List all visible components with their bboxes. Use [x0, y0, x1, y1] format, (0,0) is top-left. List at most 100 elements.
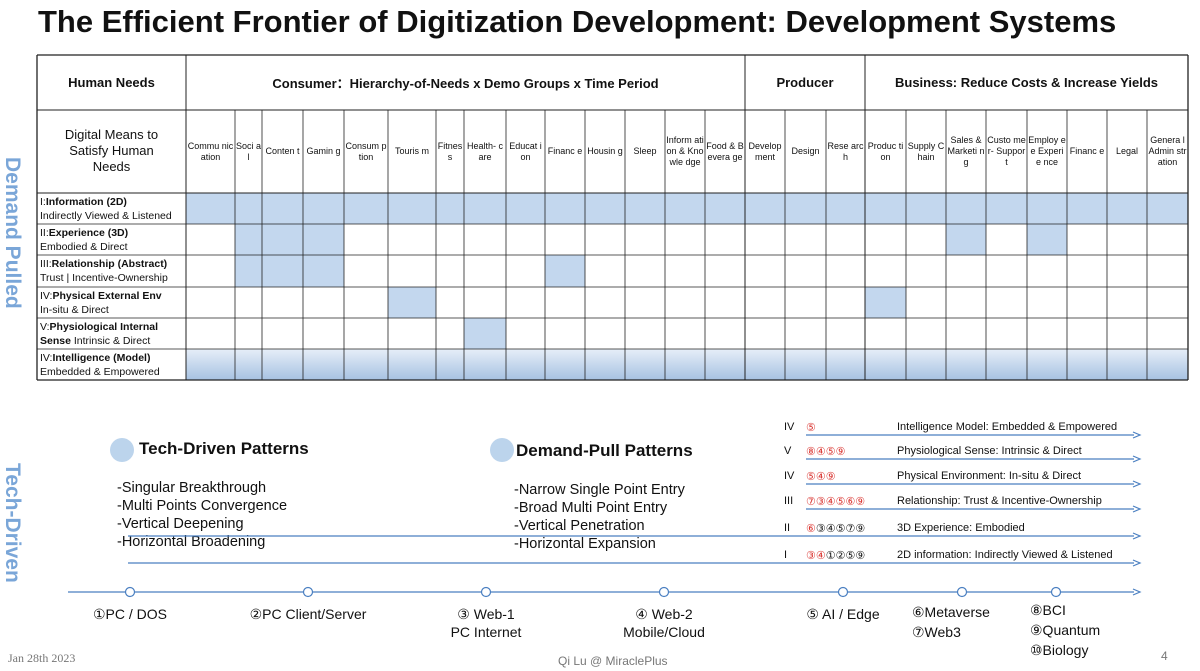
highlight-cell [865, 193, 906, 224]
highlight-cell [262, 349, 303, 380]
timeline-stage: ⑥Metaverse ⑦Web3 [912, 602, 990, 642]
row-label: IV:Intelligence (Model) Embedded & Empowe… [37, 349, 186, 380]
stage-markers: ③④①②⑤⑨ [806, 549, 865, 562]
header-consumer: Consumer：Hierarchy-of-Needs x Demo Group… [272, 76, 659, 91]
stage-markers: ⑧④⑤⑨ [806, 445, 845, 458]
row-subtitle: Trust | Incentive-Ownership [40, 272, 168, 284]
row-title: Experience (3D) [48, 226, 129, 239]
highlight-cell [303, 193, 344, 224]
highlight-cell [906, 349, 946, 380]
column-header: Design [791, 146, 820, 156]
column-header: Rese arch [827, 140, 864, 162]
list-item: -Multi Points Convergence [117, 498, 288, 514]
arrow-head [1132, 588, 1142, 596]
highlight-cell [1107, 193, 1147, 224]
highlight-cell [1067, 193, 1107, 224]
column-header: Develop ment [748, 140, 782, 162]
list-item: -Vertical Penetration [514, 518, 645, 534]
highlight-cell [585, 193, 625, 224]
column-header: Food & Bevera ge [706, 140, 744, 162]
highlight-cell [946, 349, 986, 380]
highlight-cell [946, 193, 986, 224]
highlight-cell [262, 224, 303, 255]
highlight-cell [545, 255, 585, 287]
list-item: -Broad Multi Point Entry [514, 500, 668, 516]
arrow-head [1132, 455, 1142, 463]
highlight-cell [303, 255, 344, 287]
highlight-cell [705, 193, 745, 224]
row-prefix: IV: [40, 351, 53, 364]
highlight-cell [388, 349, 436, 380]
level-description: 3D Experience: Embodied [897, 522, 1025, 534]
column-header: Financ e [547, 146, 583, 156]
timeline-stage-label: ②PC Client/Server [249, 606, 367, 622]
timeline-stage-label: ⑩Biology [1030, 642, 1089, 658]
demand-patterns-list: -Narrow Single Point Entry -Broad Multi … [514, 481, 685, 553]
highlight-cell [745, 349, 785, 380]
highlight-cell [585, 349, 625, 380]
highlight-cell [344, 193, 388, 224]
level-description: Intelligence Model: Embedded & Empowered [897, 421, 1118, 433]
timeline-stage-label: ①PC / DOS [92, 606, 168, 622]
column-header: Sleep [633, 146, 657, 156]
column-header: Touris m [394, 146, 429, 156]
highlight-cell [745, 193, 785, 224]
tech-patterns-title: Tech-Driven Patterns [139, 439, 309, 458]
highlight-cell [506, 349, 545, 380]
needs-matrix-table: Human Needs Consumer：Hierarchy-of-Needs … [36, 54, 1189, 381]
highlight-cell [665, 193, 705, 224]
timeline-stage: ②PC Client/Server [250, 605, 367, 623]
timeline-stage: ①PC / DOS [93, 605, 167, 623]
timeline-stage: ⑧BCI ⑨Quantum ⑩Biology [1030, 600, 1100, 660]
highlight-cell [344, 349, 388, 380]
demand-patterns-title: Demand-Pull Patterns [516, 441, 693, 460]
highlight-cell [1107, 349, 1147, 380]
highlight-cell [826, 193, 865, 224]
list-item: -Narrow Single Point Entry [514, 482, 685, 498]
timeline-stage-label: ④ Web-2 [635, 606, 693, 622]
tech-patterns-list: -Singular Breakthrough -Multi Points Con… [117, 479, 287, 551]
highlight-cell [986, 193, 1027, 224]
highlight-cell [464, 349, 506, 380]
stage-markers-red: ⑧④⑤⑨ [806, 446, 846, 458]
highlight-cell [235, 349, 262, 380]
level-numeral: IV [784, 470, 795, 482]
page-title: The Efficient Frontier of Digitization D… [38, 4, 1117, 39]
stage-markers-black: ③④⑤⑦⑨ [815, 523, 866, 535]
arrow-head [1132, 480, 1142, 488]
row-subtitle: Intrinsic & Direct [70, 334, 151, 347]
arrow-head [1132, 505, 1142, 513]
side-label-demand-pulled: Demand Pulled [1, 157, 24, 309]
timeline-stage-sublabel: Mobile/Cloud [623, 624, 705, 640]
highlight-cell [986, 349, 1027, 380]
timeline-stage-label: ⑦Web3 [912, 624, 961, 640]
column-header: Fitnes s [437, 140, 463, 162]
highlight-cell [865, 349, 906, 380]
row-title: Relationship (Abstract) [51, 258, 168, 270]
timeline-node [658, 586, 670, 598]
column-header: Educat ion [509, 140, 542, 162]
column-header: Soci al [236, 140, 262, 162]
highlight-cell [705, 349, 745, 380]
row-title: Physical External Env [52, 289, 162, 302]
highlight-cell [785, 193, 826, 224]
highlight-cell [436, 193, 464, 224]
highlight-cell [625, 193, 665, 224]
arrow-head [1132, 431, 1142, 439]
tech-patterns-bullet [110, 438, 134, 462]
row-label: V:Physiological Internal Sense Intrinsic … [37, 318, 186, 349]
highlight-cell [464, 193, 506, 224]
header-business: Business: Reduce Costs & Increase Yields [895, 75, 1158, 90]
level-numeral: II [784, 522, 791, 534]
highlight-cell [303, 224, 344, 255]
row-title: Physiological Internal [49, 320, 159, 333]
column-header: Legal [1115, 146, 1139, 156]
highlight-cell [946, 224, 986, 255]
row-title: Intelligence (Model) [52, 351, 151, 364]
stage-markers-red: ⑥ [806, 523, 816, 535]
stage-markers: ⑤ [806, 421, 816, 434]
highlight-cell [464, 318, 506, 349]
stage-markers-black: ①②⑤⑨ [825, 550, 866, 562]
level-numeral: I [784, 549, 788, 561]
highlight-cell [906, 193, 946, 224]
